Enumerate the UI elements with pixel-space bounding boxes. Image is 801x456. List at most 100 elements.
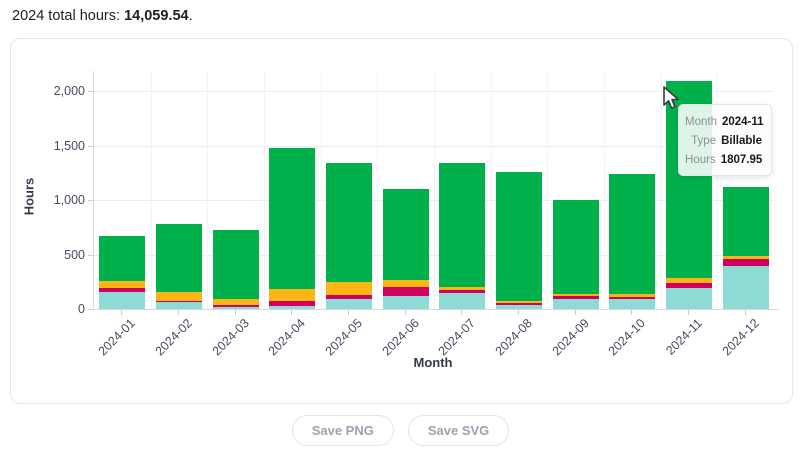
x-tick-label: 2024-04: [265, 316, 309, 359]
x-tick-mark: [404, 310, 406, 315]
v-gridline: [547, 71, 549, 309]
bar-segment-crimson-2024-12[interactable]: [722, 258, 769, 266]
bar-segment-Billable-2024-06[interactable]: [382, 188, 429, 280]
y-tick-label: 1,500: [53, 138, 85, 153]
bar-segment-teal-2024-01[interactable]: [99, 291, 146, 309]
bar-2024-02[interactable]: [156, 224, 202, 309]
tooltip-label: Type: [691, 135, 717, 147]
bar-segment-crimson-2024-08[interactable]: [496, 302, 542, 305]
tooltip: Month 2024-11 Type Billable Hours 1807.9…: [678, 104, 772, 176]
bar-2024-10[interactable]: [609, 174, 656, 309]
bar-segment-crimson-2024-11[interactable]: [666, 282, 712, 288]
x-tick-label: 2024-11: [663, 316, 705, 358]
bar-segment-teal-2024-11[interactable]: [666, 287, 712, 309]
bar-segment-crimson-2024-01[interactable]: [99, 287, 146, 292]
bar-segment-amber-2024-04[interactable]: [269, 289, 316, 301]
bar-segment-Billable-2024-12[interactable]: [722, 186, 769, 256]
x-tick-label: 2024-10: [605, 316, 649, 359]
tooltip-label: Hours: [685, 154, 716, 166]
bar-segment-crimson-2024-10[interactable]: [609, 296, 656, 300]
bar-segment-crimson-2024-05[interactable]: [326, 294, 372, 300]
bar-segment-amber-2024-03[interactable]: [212, 299, 259, 305]
bar-segment-Billable-2024-10[interactable]: [609, 174, 656, 294]
bar-2024-08[interactable]: [496, 171, 542, 309]
x-tick-mark: [574, 310, 576, 315]
x-tick-mark: [178, 310, 179, 315]
bar-segment-amber-2024-05[interactable]: [326, 282, 372, 295]
bar-2024-01[interactable]: [99, 235, 146, 309]
bar-segment-amber-2024-07[interactable]: [439, 286, 486, 290]
bar-2024-06[interactable]: [382, 188, 429, 309]
bar-segment-teal-2024-06[interactable]: [382, 295, 429, 309]
v-gridline: [320, 71, 322, 309]
bar-segment-amber-2024-08[interactable]: [496, 300, 542, 303]
total-hours-value: 14,059.54: [124, 8, 189, 24]
tooltip-row-month: Month 2024-11: [685, 113, 764, 131]
bar-segment-teal-2024-05[interactable]: [326, 299, 372, 309]
y-tick-mark: [88, 200, 93, 201]
x-axis-line: [93, 309, 779, 310]
x-axis-title: Month: [413, 355, 453, 370]
save-svg-button[interactable]: Save SVG: [407, 415, 510, 446]
x-tick-label: 2024-12: [719, 316, 762, 359]
v-gridline: [490, 71, 492, 309]
bar-segment-teal-2024-08[interactable]: [496, 304, 542, 309]
bar-segment-teal-2024-10[interactable]: [609, 299, 656, 309]
bar-segment-Billable-2024-05[interactable]: [326, 162, 372, 283]
bar-segment-teal-2024-03[interactable]: [212, 306, 259, 309]
bar-segment-crimson-2024-03[interactable]: [212, 304, 259, 307]
bar-2024-09[interactable]: [552, 199, 599, 309]
v-gridline: [434, 71, 435, 309]
bar-2024-04[interactable]: [269, 147, 316, 309]
bar-2024-12[interactable]: [722, 186, 769, 309]
bar-segment-Billable-2024-01[interactable]: [99, 235, 146, 282]
bar-segment-teal-2024-02[interactable]: [156, 301, 202, 309]
bar-segment-Billable-2024-02[interactable]: [156, 224, 202, 292]
y-tick-mark: [88, 145, 93, 147]
h-gridline: [94, 91, 773, 92]
bar-segment-Billable-2024-07[interactable]: [439, 163, 486, 287]
bar-segment-amber-2024-10[interactable]: [609, 293, 656, 297]
bar-segment-amber-2024-09[interactable]: [552, 293, 599, 296]
bar-segment-amber-2024-11[interactable]: [666, 277, 712, 283]
y-tick-mark: [88, 309, 93, 310]
v-gridline: [207, 71, 209, 309]
bar-segment-amber-2024-01[interactable]: [99, 281, 146, 288]
tooltip-label: Month: [685, 116, 717, 128]
y-axis-title: Hours: [21, 177, 37, 216]
bar-segment-teal-2024-04[interactable]: [269, 305, 316, 309]
bar-segment-crimson-2024-02[interactable]: [156, 300, 202, 302]
bar-segment-crimson-2024-04[interactable]: [269, 300, 316, 306]
x-tick-label: 2024-08: [492, 316, 535, 359]
h-gridline: [94, 254, 773, 256]
x-tick-label: 2024-01: [95, 316, 139, 359]
bar-segment-Billable-2024-08[interactable]: [496, 171, 542, 301]
bar-segment-amber-2024-06[interactable]: [382, 279, 429, 288]
x-tick-mark: [291, 310, 293, 315]
x-tick-mark: [121, 310, 123, 315]
tooltip-value: 2024-11: [721, 116, 764, 128]
v-gridline: [264, 71, 265, 309]
bar-segment-Billable-2024-04[interactable]: [269, 147, 316, 290]
bar-segment-Billable-2024-03[interactable]: [212, 230, 259, 300]
bar-segment-teal-2024-12[interactable]: [722, 265, 769, 309]
v-gridline: [377, 71, 379, 309]
page-title: 2024 total hours: 14,059.54.: [12, 8, 193, 24]
x-tick-mark: [348, 310, 349, 315]
bar-segment-crimson-2024-09[interactable]: [552, 295, 599, 299]
bar-segment-amber-2024-12[interactable]: [722, 255, 769, 259]
tooltip-row-type: Type Billable: [685, 132, 762, 150]
bar-2024-07[interactable]: [439, 163, 486, 309]
plot-area: [93, 71, 773, 309]
bar-segment-crimson-2024-06[interactable]: [382, 287, 429, 296]
bar-segment-Billable-2024-09[interactable]: [552, 199, 599, 294]
tooltip-value: Billable: [721, 135, 762, 147]
save-png-button[interactable]: Save PNG: [291, 415, 394, 446]
bar-segment-amber-2024-02[interactable]: [156, 291, 202, 301]
bar-2024-05[interactable]: [326, 162, 372, 309]
bar-2024-03[interactable]: [212, 230, 259, 309]
bar-segment-teal-2024-09[interactable]: [552, 298, 599, 309]
x-tick-label: 2024-03: [209, 316, 252, 359]
bar-segment-teal-2024-07[interactable]: [439, 292, 486, 309]
bar-segment-crimson-2024-07[interactable]: [439, 289, 486, 293]
